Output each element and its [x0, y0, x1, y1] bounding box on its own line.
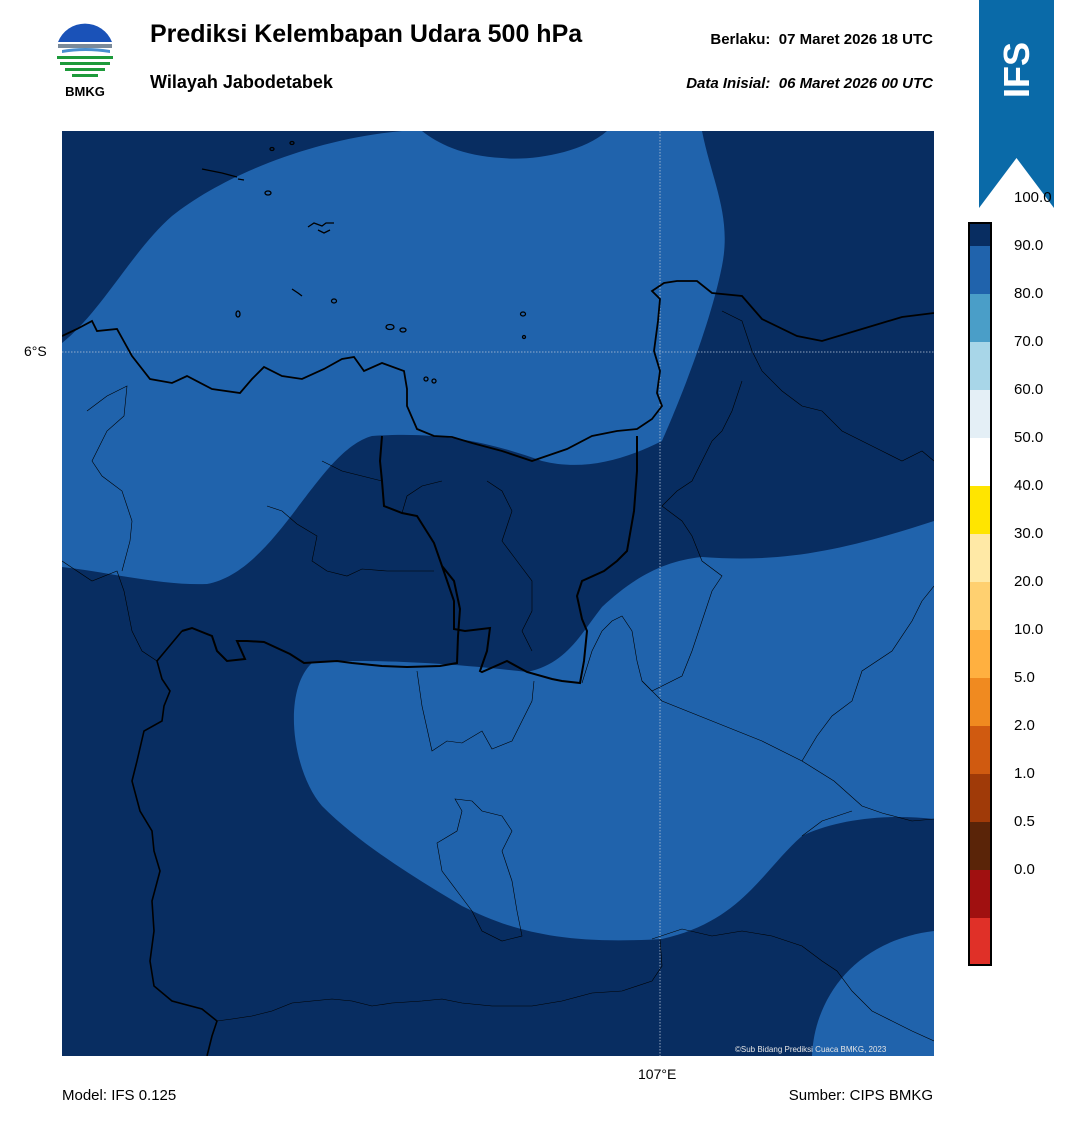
logo-text: BMKG — [65, 84, 105, 99]
colorbar-tick-label: 80.0 — [1014, 285, 1044, 302]
colorbar-band — [968, 726, 992, 774]
colorbar-ticks — [990, 245, 992, 871]
colorbar-band — [968, 774, 992, 822]
west-border — [131, 630, 218, 1056]
colorbar-tick-label: 0.0 — [1014, 861, 1035, 878]
colorbar-band — [968, 246, 992, 294]
humidity-map — [62, 131, 934, 1056]
colorbar-tick-label: 10.0 — [1014, 621, 1044, 638]
colorbar-tick-label: 60.0 — [1014, 381, 1044, 398]
colorbar-band — [968, 438, 992, 486]
colorbar-band — [968, 534, 992, 582]
coastline — [62, 280, 934, 462]
colorbar-band — [968, 390, 992, 438]
top-dark-notch — [422, 131, 607, 159]
colorbar-band — [968, 582, 992, 630]
ifs-badge: IFS — [979, 0, 1054, 208]
colorbar-band — [968, 870, 992, 918]
colorbar-tick-label: 20.0 — [1014, 573, 1044, 590]
colorbar-tick-label: 2.0 — [1014, 717, 1035, 734]
colorbar-tick-label: 1.0 — [1014, 765, 1035, 782]
thousand-islands — [201, 140, 527, 384]
model-label: Model: IFS 0.125 — [62, 1087, 177, 1104]
colorbar — [968, 222, 992, 966]
longitude-label: 107°E — [638, 1066, 677, 1082]
district-boundaries — [62, 310, 934, 1042]
colorbar-tick-label: 50.0 — [1014, 429, 1044, 446]
colorbar-band — [968, 630, 992, 678]
colorbar-band — [968, 222, 992, 246]
central-humidity-blob — [293, 521, 934, 941]
colorbar-tick-label: 30.0 — [1014, 525, 1044, 542]
colorbar-tick-label: 100.0 — [1014, 189, 1052, 206]
source-label: Sumber: CIPS BMKG — [788, 1087, 933, 1104]
bmkg-logo — [56, 21, 114, 79]
colorbar-tick-label: 0.5 — [1014, 813, 1035, 830]
colorbar-band — [968, 342, 992, 390]
map-title: Prediksi Kelembapan Udara 500 hPa — [150, 20, 583, 48]
colorbar-band — [968, 678, 992, 726]
colorbar-blocks — [968, 222, 992, 966]
map-subtitle: Wilayah Jabodetabek — [150, 72, 333, 92]
init-value: 06 Maret 2026 00 UTC — [778, 75, 933, 92]
latitude-label: 6°S — [24, 343, 47, 359]
ifs-badge-text: IFS — [996, 42, 1037, 98]
southeast-humidity-blob — [812, 931, 934, 1056]
region-border — [181, 435, 638, 685]
init-time: Data Inisial: 06 Maret 2026 00 UTC — [686, 75, 933, 92]
colorbar-band — [968, 918, 992, 966]
colorbar-tick-label: 90.0 — [1014, 237, 1044, 254]
northern-humidity-band — [62, 131, 725, 585]
colorbar-tick-label: 70.0 — [1014, 333, 1044, 350]
colorbar-band — [968, 294, 992, 342]
valid-value: 07 Maret 2026 18 UTC — [778, 31, 933, 48]
valid-time: Berlaku: 07 Maret 2026 18 UTC — [710, 31, 933, 48]
colorbar-band — [968, 822, 992, 870]
copyright-text: ©Sub Bidang Prediksi Cuaca BMKG, 2023 — [735, 1045, 887, 1054]
colorbar-band — [968, 486, 992, 534]
init-label: Data Inisial: — [686, 75, 771, 92]
colorbar-tick-label: 40.0 — [1014, 477, 1044, 494]
colorbar-tick-label: 5.0 — [1014, 669, 1035, 686]
valid-label: Berlaku: — [710, 31, 771, 48]
